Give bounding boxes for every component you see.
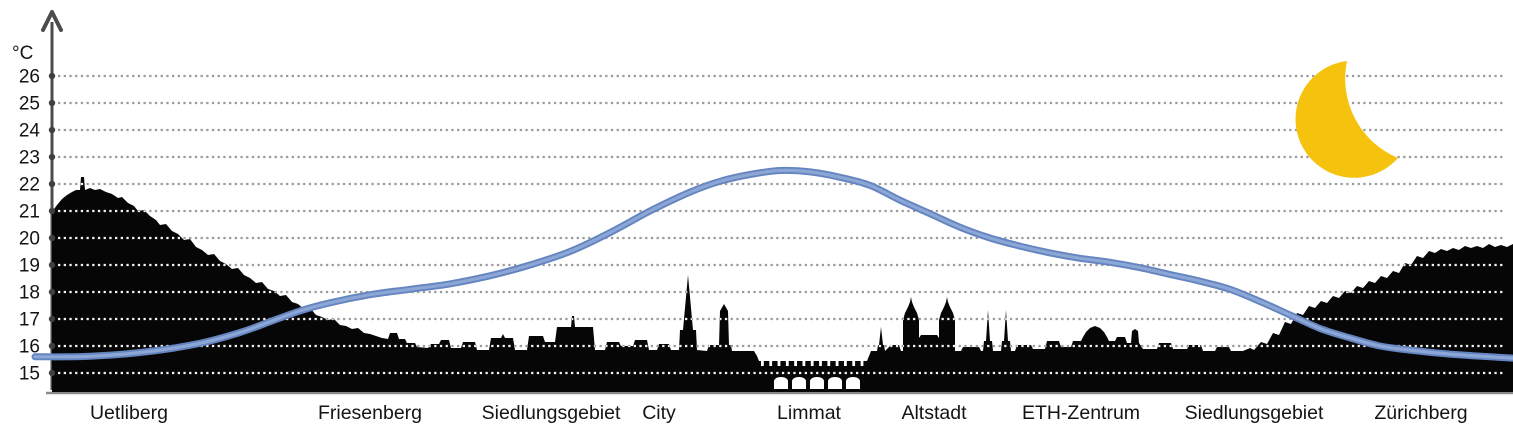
x-axis-label: Uetliberg bbox=[90, 402, 168, 424]
tick-dot bbox=[48, 315, 56, 323]
x-axis-label: Siedlungsgebiet bbox=[1185, 402, 1324, 424]
tick-dot bbox=[48, 153, 56, 161]
y-tick-label: 18 bbox=[19, 283, 40, 304]
tick-dot bbox=[48, 261, 56, 269]
y-tick-label: 23 bbox=[19, 148, 40, 169]
y-tick-label: 19 bbox=[19, 256, 40, 277]
city-skyline-silhouette bbox=[52, 177, 1513, 392]
tick-dot bbox=[48, 369, 56, 377]
y-tick-label: 26 bbox=[19, 67, 40, 88]
tick-dot bbox=[48, 207, 56, 215]
y-tick-label: 17 bbox=[19, 310, 40, 331]
x-axis-label: ETH-Zentrum bbox=[1022, 402, 1140, 424]
x-axis-labels: Uetliberg Friesenberg Siedlungsgebiet City L… bbox=[90, 402, 1468, 424]
crescent-moon-icon bbox=[1295, 61, 1398, 178]
tick-dot bbox=[48, 180, 56, 188]
y-axis-tick-labels: 26 25 24 23 22 21 20 19 18 17 16 15 bbox=[19, 67, 41, 385]
temperature-curve bbox=[31, 166, 1513, 362]
tick-dot bbox=[48, 99, 56, 107]
temperature-curve-highlight bbox=[33, 168, 1513, 360]
tick-dot bbox=[48, 72, 56, 80]
unit-label: °C bbox=[12, 43, 33, 64]
x-axis-label: Friesenberg bbox=[318, 402, 422, 424]
y-tick-label: 24 bbox=[19, 121, 41, 142]
x-axis-label: Siedlungsgebiet bbox=[482, 402, 621, 424]
x-axis-label: Altstadt bbox=[901, 402, 967, 424]
tick-dot bbox=[48, 342, 56, 350]
x-axis-label: Limmat bbox=[777, 402, 842, 424]
tick-dot bbox=[48, 288, 56, 296]
y-axis-arrowhead-icon bbox=[41, 10, 63, 32]
y-tick-label: 25 bbox=[19, 94, 40, 115]
y-tick-label: 22 bbox=[19, 175, 40, 196]
tick-dot bbox=[48, 126, 56, 134]
y-tick-label: 15 bbox=[19, 364, 40, 385]
tick-dot bbox=[48, 234, 56, 242]
y-tick-label: 20 bbox=[19, 229, 40, 250]
y-tick-label: 21 bbox=[19, 202, 40, 223]
y-axis-tick-dots bbox=[48, 72, 56, 377]
x-axis-label: Zürichberg bbox=[1374, 402, 1467, 424]
x-axis-label: City bbox=[642, 402, 676, 424]
y-tick-label: 16 bbox=[19, 337, 40, 358]
